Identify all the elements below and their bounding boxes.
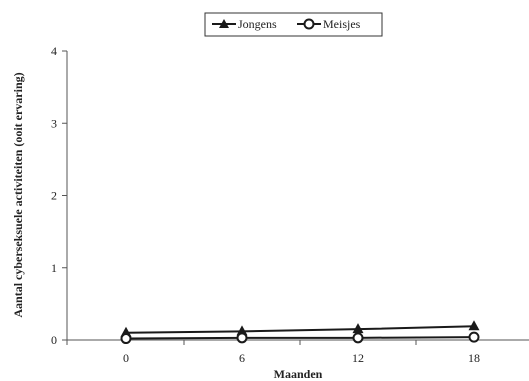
data-point-jongens <box>468 320 480 331</box>
x-ticks: 0 6 12 18 <box>66 340 480 365</box>
y-tick-label: 1 <box>51 261 57 275</box>
x-tick-label: 6 <box>239 351 245 365</box>
legend: Jongens Meisjes <box>204 12 383 37</box>
series-line-meisjes <box>125 336 475 340</box>
series-line-jongens <box>125 325 475 334</box>
x-axis-title: Maanden <box>274 367 323 381</box>
data-point-meisjes <box>236 332 248 344</box>
legend-label-jongens: Jongens <box>238 17 277 31</box>
data-point-meisjes <box>468 331 480 343</box>
series-layer <box>120 320 480 345</box>
y-ticks: 0 1 2 3 4 <box>51 44 67 347</box>
legend-box <box>204 12 383 37</box>
legend-circle-icon <box>303 18 315 30</box>
legend-item-meisjes: Meisjes <box>297 17 361 31</box>
x-tick-label: 12 <box>352 351 364 365</box>
x-tick-label: 18 <box>468 351 480 365</box>
data-point-jongens <box>352 323 364 334</box>
data-point-meisjes <box>120 333 132 345</box>
x-tick-label: 0 <box>123 351 129 365</box>
legend-item-jongens: Jongens <box>212 17 277 31</box>
legend-triangle-icon <box>219 19 229 28</box>
y-tick-label: 4 <box>51 44 57 58</box>
data-point-jongens <box>236 325 248 336</box>
legend-label-meisjes: Meisjes <box>323 17 361 31</box>
y-tick-label: 0 <box>51 333 57 347</box>
y-tick-label: 2 <box>51 189 57 203</box>
y-tick-label: 3 <box>51 116 57 130</box>
y-axis-title: Aantal cyberseksuele activiteiten (ooit … <box>11 72 25 317</box>
data-point-meisjes <box>352 332 364 344</box>
